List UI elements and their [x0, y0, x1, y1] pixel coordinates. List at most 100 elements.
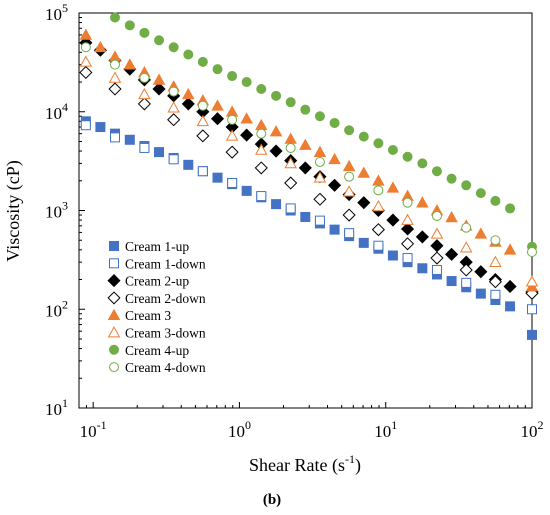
data-point [386, 213, 400, 227]
data-point [527, 304, 537, 315]
data-points [79, 12, 539, 340]
data-point [314, 111, 325, 122]
legend-entry: Cream 2-down [107, 291, 206, 306]
data-point [271, 199, 282, 210]
data-point [430, 239, 444, 253]
data-point [152, 82, 166, 96]
data-point [446, 173, 457, 184]
data-point [139, 142, 150, 153]
data-point [110, 59, 121, 70]
legend-label: Cream 4-up [125, 343, 189, 358]
data-point [227, 114, 238, 125]
data-point [168, 154, 179, 165]
data-point [124, 20, 135, 31]
series-2 [80, 120, 537, 315]
data-point [387, 144, 398, 155]
data-point [227, 177, 238, 188]
data-point [475, 188, 486, 199]
y-tick-label: 101 [45, 396, 68, 419]
data-point [490, 235, 501, 246]
legend-entry: Cream 3 [107, 308, 171, 323]
data-point [490, 289, 501, 300]
legend-entry: Cream 4-down [109, 360, 206, 375]
data-point [371, 223, 385, 237]
data-point [269, 125, 283, 137]
data-point [461, 180, 472, 191]
data-point [373, 185, 384, 196]
legend-label: Cream 3-down [125, 326, 206, 341]
data-point [152, 73, 166, 85]
x-tick-label: 100 [228, 418, 251, 441]
data-point [415, 230, 429, 244]
data-point [269, 144, 283, 158]
data-point [197, 166, 208, 177]
x-tick-label: 101 [374, 418, 397, 441]
data-point [372, 174, 385, 186]
data-point [181, 97, 195, 111]
data-point [94, 40, 107, 53]
data-point [313, 145, 327, 157]
legend-label: Cream 4-down [125, 360, 206, 375]
data-point [431, 166, 442, 177]
data-point [285, 142, 296, 153]
data-point [527, 329, 537, 340]
data-point [79, 28, 93, 40]
data-point [95, 122, 106, 133]
data-point [240, 128, 254, 142]
data-point [503, 243, 517, 255]
x-axis-title: Shear Rate (s-1) [249, 452, 361, 476]
legend-marker [107, 274, 121, 288]
data-point [400, 237, 415, 251]
data-point [400, 222, 415, 236]
data-point [474, 227, 488, 239]
data-point [211, 99, 224, 111]
data-point [256, 83, 267, 94]
data-point [313, 171, 327, 183]
data-point [168, 42, 179, 53]
data-point [342, 208, 356, 222]
data-point [461, 222, 472, 233]
data-point [299, 138, 312, 150]
data-point [284, 132, 297, 144]
tick-marks [78, 12, 533, 409]
data-point [445, 247, 459, 261]
legend-entry: Cream 2-up [107, 274, 189, 289]
data-point [241, 185, 252, 196]
data-point [314, 156, 325, 167]
data-point [139, 72, 150, 83]
data-point [527, 246, 537, 257]
legend-marker [107, 326, 121, 338]
data-point [357, 166, 371, 178]
data-point [430, 251, 444, 265]
data-point [344, 171, 355, 182]
legend-entry: Cream 1-down [109, 256, 206, 271]
data-point [240, 112, 253, 124]
data-point [342, 185, 356, 197]
legend-marker [107, 308, 121, 321]
data-point [417, 158, 428, 169]
data-point [227, 71, 238, 82]
legend-entry: Cream 4-up [109, 343, 189, 358]
data-point [373, 138, 384, 149]
data-point [285, 203, 296, 214]
data-point [313, 192, 327, 206]
data-point [459, 241, 473, 253]
data-point [298, 161, 312, 175]
data-point [212, 64, 223, 75]
legend-entry: Cream 3-down [107, 326, 206, 341]
y-tick-label: 102 [45, 297, 68, 320]
data-point [183, 49, 194, 60]
data-point [139, 27, 150, 38]
data-point [489, 255, 502, 267]
data-point [110, 12, 121, 23]
data-point [357, 196, 371, 210]
data-point [285, 97, 296, 108]
data-point [417, 263, 428, 274]
data-point [402, 151, 413, 162]
data-point [416, 196, 429, 208]
data-point [168, 86, 179, 97]
data-point [402, 253, 413, 264]
data-point [386, 181, 400, 193]
legend-label: Cream 1-up [125, 239, 189, 254]
data-point [183, 159, 194, 170]
